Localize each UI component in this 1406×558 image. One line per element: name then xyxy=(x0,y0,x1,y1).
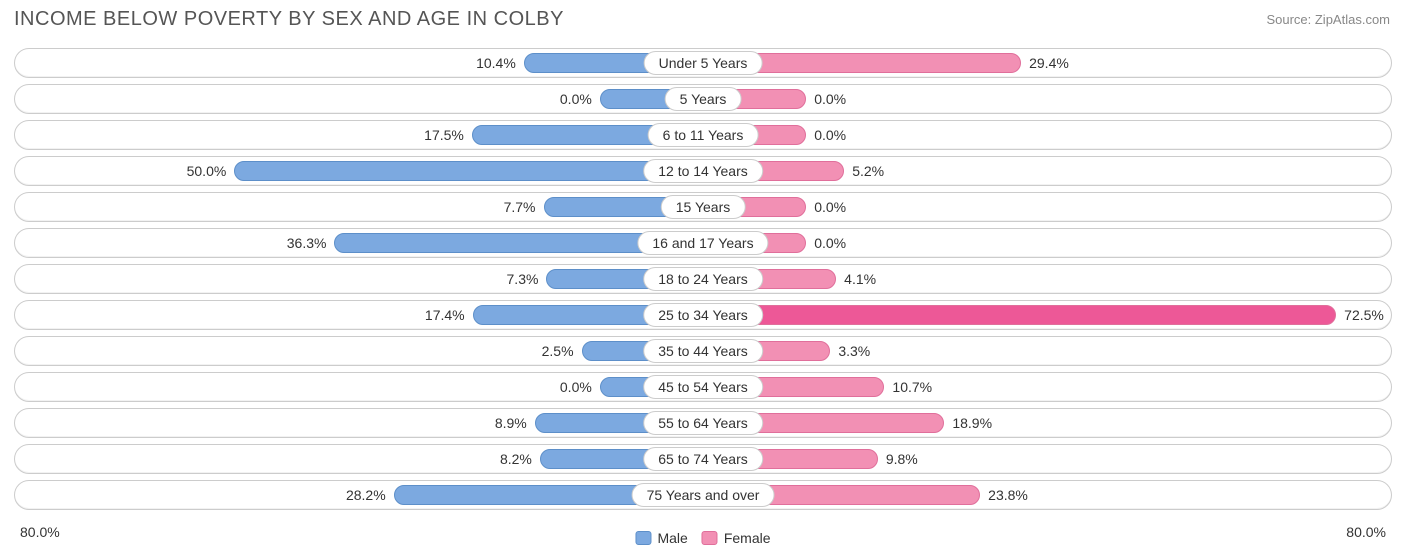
male-value-label: 7.3% xyxy=(507,265,539,293)
chart-row: 28.2% 23.8% 75 Years and over xyxy=(14,480,1392,510)
female-value-label: 29.4% xyxy=(1029,49,1069,77)
age-label: 25 to 34 Years xyxy=(643,303,763,327)
legend-female: Female xyxy=(702,530,771,546)
chart-row: 0.0% 10.7% 45 to 54 Years xyxy=(14,372,1392,402)
female-value-label: 0.0% xyxy=(814,193,846,221)
source-attribution: Source: ZipAtlas.com xyxy=(1266,12,1390,27)
age-label: 45 to 54 Years xyxy=(643,375,763,399)
chart-row: 0.0% 0.0% 5 Years xyxy=(14,84,1392,114)
legend: Male Female xyxy=(635,530,770,546)
chart-row: 50.0% 5.2% 12 to 14 Years xyxy=(14,156,1392,186)
male-value-label: 17.5% xyxy=(424,121,464,149)
chart-row: 2.5% 3.3% 35 to 44 Years xyxy=(14,336,1392,366)
male-value-label: 8.2% xyxy=(500,445,532,473)
female-value-label: 23.8% xyxy=(988,481,1028,509)
legend-male: Male xyxy=(635,530,687,546)
chart-row: 36.3% 0.0% 16 and 17 Years xyxy=(14,228,1392,258)
male-value-label: 28.2% xyxy=(346,481,386,509)
chart-row: 7.3% 4.1% 18 to 24 Years xyxy=(14,264,1392,294)
male-value-label: 7.7% xyxy=(504,193,536,221)
legend-male-label: Male xyxy=(657,530,687,546)
axis-max-left: 80.0% xyxy=(20,524,60,540)
age-label: 65 to 74 Years xyxy=(643,447,763,471)
male-value-label: 50.0% xyxy=(187,157,227,185)
female-value-label: 5.2% xyxy=(852,157,884,185)
male-value-label: 10.4% xyxy=(476,49,516,77)
age-label: Under 5 Years xyxy=(644,51,763,75)
age-label: 35 to 44 Years xyxy=(643,339,763,363)
chart-row: 10.4% 29.4% Under 5 Years xyxy=(14,48,1392,78)
female-value-label: 0.0% xyxy=(814,229,846,257)
age-label: 18 to 24 Years xyxy=(643,267,763,291)
male-value-label: 2.5% xyxy=(542,337,574,365)
axis-max-right: 80.0% xyxy=(1346,524,1386,540)
legend-female-label: Female xyxy=(724,530,771,546)
chart-title: INCOME BELOW POVERTY BY SEX AND AGE IN C… xyxy=(14,8,564,31)
age-label: 75 Years and over xyxy=(632,483,775,507)
female-bar xyxy=(703,305,1336,325)
female-value-label: 3.3% xyxy=(838,337,870,365)
male-value-label: 8.9% xyxy=(495,409,527,437)
chart-row: 7.7% 0.0% 15 Years xyxy=(14,192,1392,222)
female-value-label: 4.1% xyxy=(844,265,876,293)
male-value-label: 0.0% xyxy=(560,85,592,113)
age-label: 6 to 11 Years xyxy=(648,123,759,147)
male-bar xyxy=(234,161,703,181)
female-value-label: 10.7% xyxy=(892,373,932,401)
female-value-label: 0.0% xyxy=(814,121,846,149)
poverty-chart: 10.4% 29.4% Under 5 Years 0.0% 0.0% 5 Years 17… xyxy=(14,48,1392,518)
male-value-label: 0.0% xyxy=(560,373,592,401)
chart-row: 17.5% 0.0% 6 to 11 Years xyxy=(14,120,1392,150)
male-swatch-icon xyxy=(635,531,651,545)
chart-row: 17.4% 72.5% 25 to 34 Years xyxy=(14,300,1392,330)
age-label: 16 and 17 Years xyxy=(637,231,768,255)
female-value-label: 18.9% xyxy=(952,409,992,437)
chart-row: 8.9% 18.9% 55 to 64 Years xyxy=(14,408,1392,438)
male-value-label: 36.3% xyxy=(287,229,327,257)
female-swatch-icon xyxy=(702,531,718,545)
male-value-label: 17.4% xyxy=(425,301,465,329)
age-label: 12 to 14 Years xyxy=(643,159,763,183)
female-value-label: 0.0% xyxy=(814,85,846,113)
female-value-label: 9.8% xyxy=(886,445,918,473)
female-value-label: 72.5% xyxy=(1344,301,1384,329)
chart-row: 8.2% 9.8% 65 to 74 Years xyxy=(14,444,1392,474)
age-label: 55 to 64 Years xyxy=(643,411,763,435)
age-label: 15 Years xyxy=(661,195,746,219)
age-label: 5 Years xyxy=(665,87,742,111)
